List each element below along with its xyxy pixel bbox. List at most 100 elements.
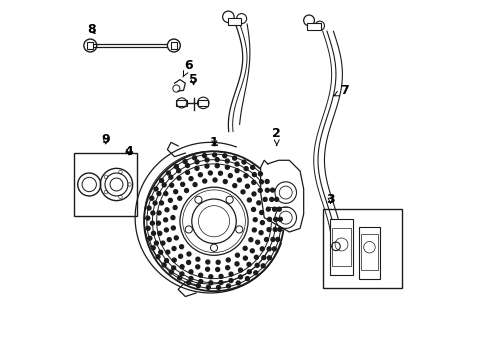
Bar bbox=[323, 209, 402, 288]
Circle shape bbox=[275, 238, 279, 241]
Circle shape bbox=[232, 184, 236, 188]
Circle shape bbox=[179, 245, 183, 249]
Circle shape bbox=[205, 267, 209, 271]
Circle shape bbox=[198, 173, 202, 177]
Circle shape bbox=[235, 262, 239, 266]
Circle shape bbox=[212, 153, 216, 157]
Circle shape bbox=[238, 275, 242, 279]
Circle shape bbox=[195, 166, 199, 170]
Circle shape bbox=[243, 246, 246, 250]
Circle shape bbox=[172, 247, 176, 251]
Circle shape bbox=[154, 187, 158, 191]
Circle shape bbox=[208, 171, 212, 175]
Text: 6: 6 bbox=[183, 59, 193, 77]
Circle shape bbox=[196, 257, 200, 261]
Circle shape bbox=[206, 285, 210, 289]
Circle shape bbox=[215, 267, 219, 271]
Circle shape bbox=[162, 183, 166, 187]
Circle shape bbox=[195, 160, 199, 164]
Circle shape bbox=[269, 197, 273, 201]
Circle shape bbox=[235, 169, 239, 173]
Circle shape bbox=[267, 256, 271, 260]
Circle shape bbox=[262, 256, 265, 260]
Circle shape bbox=[243, 256, 247, 260]
Circle shape bbox=[237, 178, 241, 182]
Circle shape bbox=[161, 241, 164, 245]
Circle shape bbox=[198, 279, 203, 283]
Circle shape bbox=[186, 280, 190, 284]
Circle shape bbox=[252, 172, 256, 176]
Circle shape bbox=[265, 188, 269, 192]
Circle shape bbox=[247, 198, 251, 202]
Circle shape bbox=[242, 160, 245, 164]
Circle shape bbox=[259, 211, 263, 215]
Bar bbox=[197, 100, 208, 106]
Circle shape bbox=[270, 188, 274, 192]
Circle shape bbox=[219, 274, 223, 278]
Bar bbox=[329, 220, 352, 275]
Circle shape bbox=[184, 189, 188, 193]
Bar bbox=[171, 42, 176, 49]
Circle shape bbox=[251, 207, 255, 211]
Text: 8: 8 bbox=[87, 23, 96, 36]
Circle shape bbox=[151, 246, 155, 250]
Circle shape bbox=[164, 228, 168, 232]
Circle shape bbox=[253, 218, 257, 222]
Circle shape bbox=[185, 170, 189, 174]
Circle shape bbox=[174, 165, 178, 168]
Text: 1: 1 bbox=[209, 136, 218, 149]
Circle shape bbox=[260, 221, 264, 225]
Circle shape bbox=[208, 275, 212, 279]
Circle shape bbox=[145, 216, 149, 220]
Circle shape bbox=[202, 154, 206, 158]
Circle shape bbox=[166, 171, 170, 175]
Circle shape bbox=[252, 228, 256, 232]
Circle shape bbox=[253, 271, 257, 275]
Circle shape bbox=[208, 281, 212, 285]
Circle shape bbox=[147, 236, 152, 240]
Circle shape bbox=[151, 211, 155, 215]
Circle shape bbox=[163, 192, 167, 195]
Circle shape bbox=[193, 183, 197, 186]
Circle shape bbox=[154, 241, 158, 245]
Bar bbox=[361, 234, 377, 270]
Circle shape bbox=[246, 262, 250, 266]
Circle shape bbox=[164, 208, 168, 212]
Bar bbox=[87, 42, 93, 49]
Circle shape bbox=[176, 169, 180, 173]
Circle shape bbox=[215, 158, 219, 162]
Circle shape bbox=[226, 284, 230, 288]
Circle shape bbox=[255, 240, 259, 244]
Circle shape bbox=[205, 260, 209, 264]
Circle shape bbox=[159, 250, 163, 254]
Circle shape bbox=[203, 179, 206, 183]
Circle shape bbox=[172, 258, 176, 262]
Circle shape bbox=[219, 280, 223, 284]
Circle shape bbox=[235, 253, 239, 257]
Circle shape bbox=[151, 231, 155, 235]
Circle shape bbox=[250, 165, 254, 169]
Circle shape bbox=[153, 201, 157, 205]
Circle shape bbox=[245, 276, 249, 280]
Text: 9: 9 bbox=[101, 133, 110, 146]
Circle shape bbox=[272, 207, 276, 211]
Bar bbox=[228, 18, 241, 25]
Circle shape bbox=[228, 279, 232, 283]
Circle shape bbox=[216, 285, 220, 289]
Circle shape bbox=[169, 270, 173, 274]
Circle shape bbox=[159, 179, 163, 183]
Circle shape bbox=[251, 180, 255, 184]
Circle shape bbox=[171, 216, 175, 220]
Circle shape bbox=[149, 196, 153, 200]
Circle shape bbox=[167, 238, 171, 242]
Circle shape bbox=[278, 217, 282, 221]
Circle shape bbox=[156, 255, 160, 259]
Circle shape bbox=[264, 238, 268, 242]
Circle shape bbox=[165, 250, 169, 254]
Circle shape bbox=[244, 174, 247, 178]
Circle shape bbox=[198, 273, 202, 277]
Circle shape bbox=[259, 231, 263, 235]
Circle shape bbox=[158, 231, 162, 235]
Circle shape bbox=[270, 238, 274, 242]
Circle shape bbox=[228, 272, 233, 276]
